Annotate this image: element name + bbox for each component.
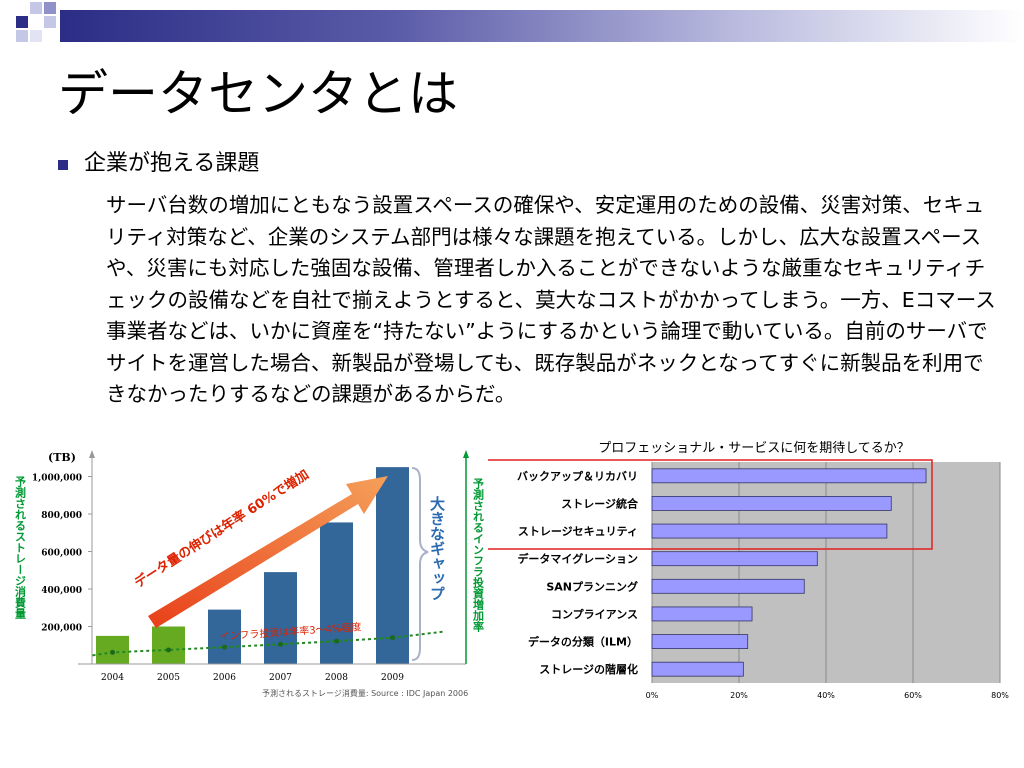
gap-brace [411, 467, 429, 661]
bar-2007 [264, 572, 297, 664]
bullet-heading: 企業が抱える課題 [84, 151, 260, 176]
body-paragraph: サーバ台数の増加にともなう設置スペースの確保や、安定運用のための設備、災害対策、… [106, 193, 996, 406]
header-gradient-bar [60, 10, 1024, 42]
x-tick-label: 2005 [157, 673, 180, 683]
source-note: 予測されるストレージ消費量: Source : IDC Japan 2006 [262, 688, 468, 698]
bar-3 [651, 523, 888, 539]
trend-point-2007 [278, 641, 283, 647]
category-label: ストレージ統合 [561, 496, 639, 510]
trend-point-2009 [390, 635, 395, 641]
x-tick-label: 40% [817, 691, 835, 700]
y-tick-label: 200,000 [41, 624, 82, 634]
bar-8 [651, 661, 744, 677]
y-tick-label: 600,000 [41, 549, 82, 559]
unit-label: (TB) [48, 451, 76, 464]
x-tick-label: 2006 [213, 673, 236, 683]
slide-title: データセンタとは [58, 65, 458, 123]
x-tick-label: 0% [646, 691, 659, 700]
bar-2006 [208, 609, 241, 664]
growth-arrow [148, 476, 388, 628]
corner-decoration [0, 0, 56, 42]
x-tick-label: 2007 [269, 673, 292, 683]
trend-point-2008 [334, 638, 339, 644]
bar-2009 [376, 467, 409, 664]
category-label: コンプライアンス [551, 607, 638, 621]
bar-5 [651, 578, 805, 594]
x-tick-label: 80% [991, 691, 1009, 700]
bar-2 [651, 496, 892, 511]
category-label: データマイグレーション [517, 552, 638, 566]
bar-4 [651, 551, 818, 567]
bar-2005 [152, 626, 185, 664]
x-tick-label: 2008 [325, 673, 348, 683]
bar-7 [651, 634, 749, 649]
bar-1 [651, 468, 927, 484]
x-tick-label: 2009 [381, 673, 404, 683]
y-tick-label: 1,000,000 [32, 474, 82, 484]
expectations-bar-chart: プロフェッショナル・サービスに何を期待してるか？ バックアップ＆リカバリストレー… [488, 440, 1009, 700]
trend-point-2005 [166, 647, 171, 653]
y-tick-label: 800,000 [41, 511, 82, 521]
right-axis-title: 予測されるインフラ投資増加率 [472, 478, 485, 633]
x-tick-label: 2004 [101, 673, 124, 683]
x-tick-label: 20% [730, 691, 748, 700]
highlight-box [488, 459, 933, 550]
category-label: ストレージセキュリティ [518, 525, 638, 538]
bullet-square-icon [58, 160, 68, 170]
bar-6 [651, 606, 753, 622]
y-tick-label: 400,000 [41, 586, 82, 596]
trend-point-2004 [110, 649, 115, 655]
category-label: バックアップ＆リカバリ [517, 469, 638, 483]
trend-point-2006 [222, 644, 227, 650]
chart-title: プロフェッショナル・サービスに何を期待してるか？ [598, 440, 910, 456]
category-label: ストレージの階層化 [539, 662, 638, 676]
gap-label: 大きなギャップ [428, 495, 446, 601]
category-label: SANプランニング [546, 579, 638, 593]
left-axis-title: 予測されるストレージ消費量 [14, 476, 27, 619]
category-label: データの分類（ILM） [528, 635, 638, 649]
x-tick-label: 60% [904, 691, 922, 700]
storage-growth-chart: (TB) 予測されるストレージ消費量 予測されるインフラ投資増加率 200,00… [14, 450, 485, 698]
